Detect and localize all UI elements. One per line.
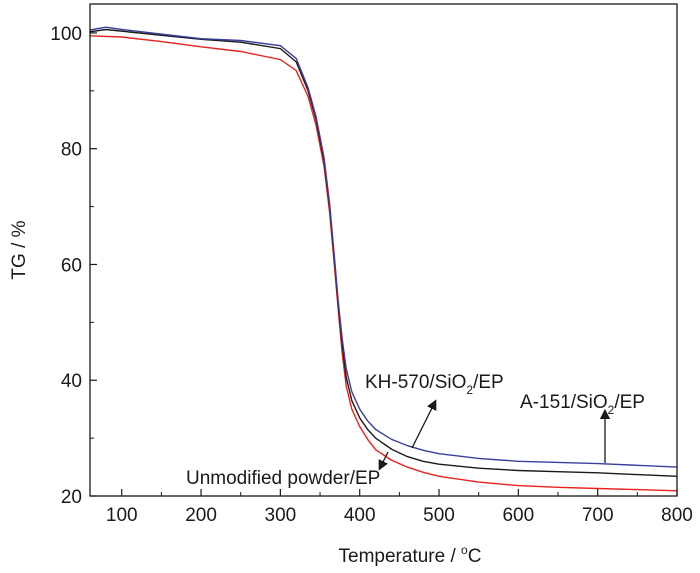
plot-lines bbox=[89, 26, 678, 492]
y-tick-label: 40 bbox=[61, 371, 82, 392]
series-line-2 bbox=[89, 26, 678, 468]
x-ticks: 100 200 300 400 500 600 700 800 bbox=[106, 489, 693, 526]
x-tick-label: 500 bbox=[423, 505, 455, 526]
y-tick-label: 100 bbox=[50, 24, 82, 45]
annotation-a151: A-151/SiO2/EP bbox=[520, 392, 645, 417]
x-tick-label: 600 bbox=[502, 505, 534, 526]
x-tick-label: 400 bbox=[344, 505, 376, 526]
y-tick-label: 20 bbox=[61, 487, 82, 508]
svg-text:A-151/SiO2/EP: A-151/SiO2/EP bbox=[520, 392, 645, 417]
y-axis-title: TG / % bbox=[9, 220, 30, 279]
arrow-kh570 bbox=[411, 399, 437, 449]
arrow-unmodified bbox=[378, 451, 389, 471]
x-tick-label: 800 bbox=[661, 505, 693, 526]
x-tick-label: 100 bbox=[106, 505, 138, 526]
svg-text:Unmodified powder/EP: Unmodified powder/EP bbox=[186, 468, 380, 489]
y-tick-label: 80 bbox=[61, 140, 82, 161]
x-tick-label: 300 bbox=[265, 505, 297, 526]
annotation-unmodified: Unmodified powder/EP bbox=[186, 468, 380, 489]
series-line-1 bbox=[89, 28, 678, 477]
series-line-0 bbox=[89, 35, 678, 492]
y-ticks: 20 40 60 80 100 bbox=[50, 24, 97, 508]
y-tick-label: 60 bbox=[61, 255, 82, 276]
plot-frame bbox=[89, 3, 678, 497]
x-axis-title: Temperature / oC bbox=[339, 543, 482, 567]
annotation-kh570: KH-570/SiO2/EP bbox=[365, 372, 504, 397]
svg-text:KH-570/SiO2/EP: KH-570/SiO2/EP bbox=[365, 372, 504, 397]
x-tick-label: 200 bbox=[185, 505, 217, 526]
x-tick-label: 700 bbox=[582, 505, 614, 526]
